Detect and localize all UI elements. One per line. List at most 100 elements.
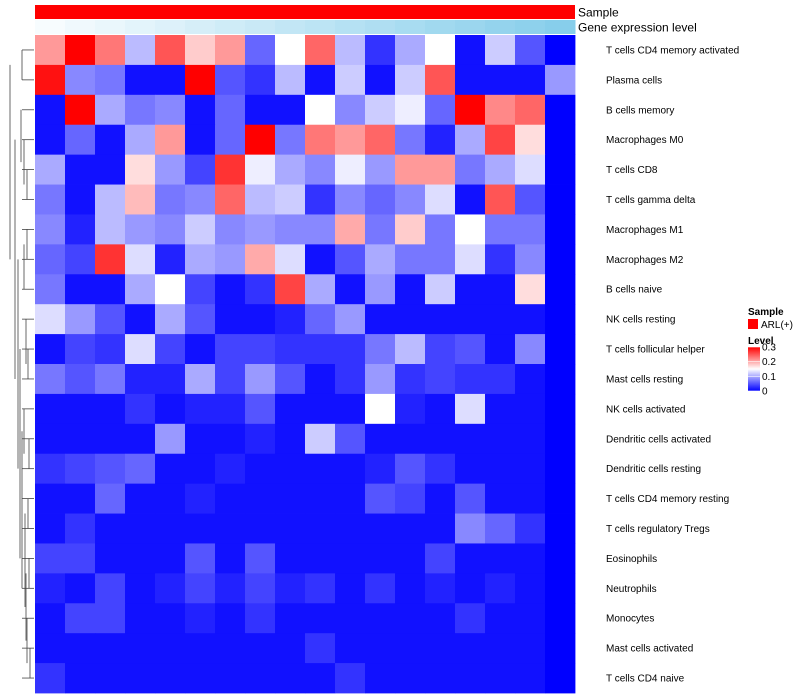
heatmap-cell: [545, 513, 576, 544]
heatmap-cell: [245, 274, 276, 305]
row-label: Eosinophils: [606, 554, 657, 565]
heatmap-cell: [125, 663, 156, 694]
heatmap-cell: [515, 423, 546, 455]
heatmap-cell: [215, 513, 246, 544]
heatmap-cell: [155, 304, 186, 335]
gene-expression-cell: [335, 20, 366, 34]
heatmap-cell: [35, 184, 66, 215]
gene-expression-cell: [455, 20, 486, 34]
sample-annotation-label: Sample: [578, 6, 619, 20]
heatmap-cell: [185, 543, 216, 574]
heatmap-cell: [215, 573, 246, 604]
heatmap-cell: [95, 513, 126, 544]
row-label: Mast cells activated: [606, 644, 693, 655]
heatmap-cell: [275, 184, 306, 215]
gene-expression-annotation-bar: [35, 20, 576, 34]
legend-sample-swatch: [748, 319, 758, 329]
heatmap-cell: [395, 304, 426, 335]
heatmap-cell: [395, 274, 426, 305]
heatmap-cell: [245, 35, 276, 66]
heatmap-cell: [65, 663, 96, 694]
gene-expression-cell: [125, 20, 156, 34]
heatmap-cell: [425, 154, 456, 185]
heatmap-cell: [125, 423, 156, 455]
row-label: T cells CD4 naive: [606, 674, 685, 685]
heatmap-cell: [185, 513, 216, 544]
heatmap-cell: [95, 124, 126, 156]
heatmap-cell: [455, 663, 486, 694]
heatmap-cell: [95, 244, 126, 275]
heatmap-cell: [95, 214, 126, 245]
heatmap-cell: [275, 274, 306, 305]
heatmap-cell: [335, 304, 366, 335]
heatmap-cell: [395, 64, 426, 96]
heatmap-cell: [125, 124, 156, 156]
heatmap-cell: [185, 304, 216, 335]
heatmap-cell: [275, 453, 306, 485]
heatmap-cell: [125, 334, 156, 365]
heatmap-cell: [305, 543, 336, 574]
heatmap-cell: [515, 35, 546, 66]
row-label: Macrophages M1: [606, 225, 684, 236]
row-labels: T cells CD4 memory activated Plasma cells…: [606, 45, 739, 684]
heatmap-cell: [515, 663, 546, 694]
heatmap-cell: [35, 274, 66, 305]
heatmap-cell: [335, 603, 366, 634]
heatmap-cell: [245, 393, 276, 425]
heatmap-cell: [395, 483, 426, 514]
heatmap-cell: [425, 543, 456, 574]
heatmap-cell: [245, 334, 276, 365]
heatmap-cell: [515, 453, 546, 485]
gene-expression-cell: [185, 20, 216, 34]
heatmap-cell: [365, 573, 396, 604]
heatmap-cell: [485, 364, 516, 395]
heatmap-cell: [425, 334, 456, 365]
heatmap-cell: [335, 64, 366, 96]
heatmap-cell: [65, 124, 96, 156]
heatmap-cell: [305, 334, 336, 365]
heatmap-cell: [65, 483, 96, 514]
heatmap-cell: [95, 483, 126, 514]
heatmap-cell: [65, 364, 96, 395]
heatmap-cell: [65, 423, 96, 455]
heatmap-cell: [335, 154, 366, 185]
heatmap-cell: [455, 453, 486, 485]
heatmap-cell: [485, 94, 516, 126]
heatmap-cell: [515, 483, 546, 514]
heatmap-cell: [545, 603, 576, 634]
legend-tick-label: 0.3: [762, 343, 776, 354]
heatmap-cell: [395, 453, 426, 485]
heatmap-cell: [515, 154, 546, 185]
heatmap-cell: [305, 364, 336, 395]
heatmap-cell: [35, 513, 66, 544]
heatmap-cell: [425, 393, 456, 425]
heatmap-cell: [35, 603, 66, 634]
heatmap-cell: [545, 154, 576, 185]
heatmap-cell: [515, 633, 546, 664]
heatmap-cell: [275, 423, 306, 455]
heatmap-cell: [245, 513, 276, 544]
row-label: B cells memory: [606, 105, 674, 116]
row-label: NK cells activated: [606, 404, 685, 415]
heatmap-cell: [95, 573, 126, 604]
heatmap-cell: [275, 334, 306, 365]
legend-sample-title: Sample: [748, 307, 784, 318]
heatmap-cell: [65, 304, 96, 335]
heatmap-cell: [245, 663, 276, 694]
heatmap-cell: [125, 154, 156, 185]
heatmap-cell: [455, 334, 486, 365]
heatmap-cell: [125, 244, 156, 275]
heatmap-cell: [335, 184, 366, 215]
heatmap-cell: [65, 543, 96, 574]
heatmap-cell: [65, 453, 96, 485]
heatmap-cell: [365, 244, 396, 275]
heatmap-cell: [455, 304, 486, 335]
heatmap-cell: [365, 393, 396, 425]
heatmap-cell: [545, 304, 576, 335]
heatmap-cell: [35, 483, 66, 514]
heatmap-cell: [185, 124, 216, 156]
heatmap-cell: [275, 483, 306, 514]
row-dendrogram: [9, 49, 34, 679]
heatmap-cell: [305, 483, 336, 514]
heatmap-cell: [515, 64, 546, 96]
